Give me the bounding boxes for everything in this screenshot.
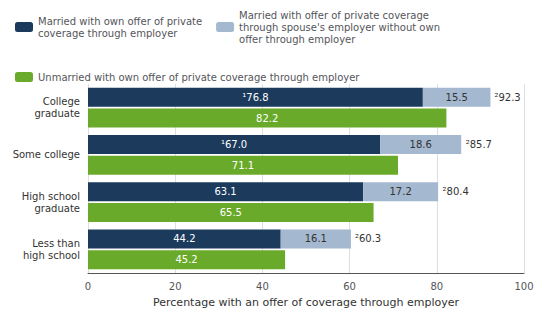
svg-text:Some college: Some college — [13, 149, 80, 160]
svg-text:¹76.8: ¹76.8 — [242, 92, 268, 103]
svg-text:high school: high school — [23, 250, 80, 261]
svg-text:65.5: 65.5 — [220, 207, 242, 218]
svg-text:College: College — [43, 96, 80, 107]
svg-text:Married with offer of private: Married with offer of private coverage — [239, 10, 429, 21]
svg-text:graduate: graduate — [35, 203, 80, 214]
svg-text:Less than: Less than — [32, 238, 80, 249]
svg-text:through spouse's employer with: through spouse's employer without own — [239, 22, 440, 33]
svg-text:²60.3: ²60.3 — [355, 233, 381, 244]
svg-text:15.5: 15.5 — [446, 92, 468, 103]
svg-text:45.2: 45.2 — [175, 254, 197, 265]
svg-text:0: 0 — [85, 281, 91, 292]
svg-text:²92.3: ²92.3 — [494, 92, 520, 103]
svg-text:63.1: 63.1 — [214, 186, 236, 197]
svg-text:20: 20 — [169, 281, 182, 292]
svg-text:²80.4: ²80.4 — [443, 186, 469, 197]
svg-text:Married with own offer of priv: Married with own offer of private — [38, 16, 202, 27]
svg-text:coverage through employer: coverage through employer — [38, 28, 178, 39]
svg-text:17.2: 17.2 — [389, 186, 411, 197]
svg-text:71.1: 71.1 — [232, 160, 254, 171]
svg-text:Percentage with an offer of co: Percentage with an offer of coverage thr… — [153, 296, 459, 309]
svg-text:Unmarried with own offer of pr: Unmarried with own offer of private cove… — [38, 72, 360, 83]
svg-text:60: 60 — [343, 281, 356, 292]
svg-text:80: 80 — [430, 281, 443, 292]
svg-text:40: 40 — [256, 281, 269, 292]
svg-text:16.1: 16.1 — [305, 233, 327, 244]
svg-text:graduate: graduate — [35, 108, 80, 119]
svg-text:²85.7: ²85.7 — [466, 139, 492, 150]
svg-text:High school: High school — [22, 191, 80, 202]
svg-text:100: 100 — [514, 281, 533, 292]
svg-text:44.2: 44.2 — [173, 233, 195, 244]
svg-text:18.6: 18.6 — [410, 139, 432, 150]
svg-text:82.2: 82.2 — [256, 113, 278, 124]
svg-text:¹67.0: ¹67.0 — [221, 139, 247, 150]
svg-text:offer through employer: offer through employer — [239, 34, 356, 45]
